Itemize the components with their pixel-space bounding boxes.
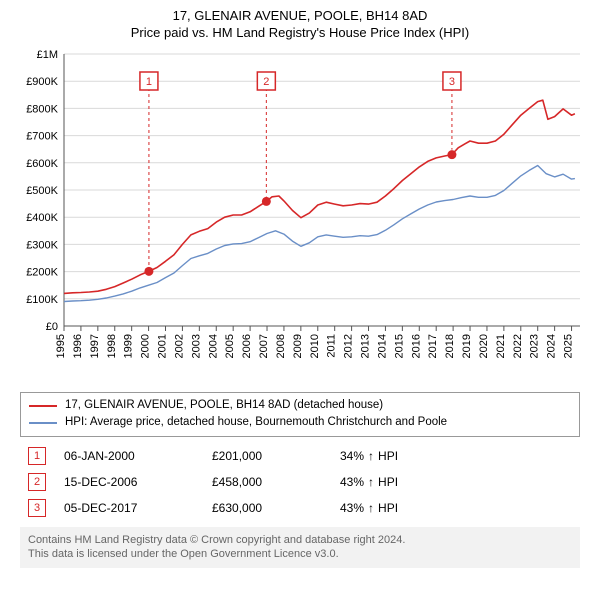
- svg-text:2004: 2004: [207, 334, 219, 358]
- arrow-up-icon: ↑: [368, 449, 374, 463]
- svg-text:1995: 1995: [55, 334, 67, 358]
- price-chart: £0 £100K £200K £300K £400K £500K £600K £700K £80…: [10, 46, 590, 386]
- svg-text:2007: 2007: [258, 334, 270, 358]
- chart-title-block: 17, GLENAIR AVENUE, POOLE, BH14 8AD Pric…: [10, 8, 590, 40]
- svg-text:2005: 2005: [224, 334, 236, 358]
- transaction-delta: 34% ↑ HPI: [340, 449, 398, 463]
- svg-text:1998: 1998: [106, 334, 118, 358]
- legend-item-hpi: HPI: Average price, detached house, Bour…: [29, 414, 571, 431]
- svg-text:2019: 2019: [461, 334, 473, 358]
- svg-text:2017: 2017: [427, 334, 439, 358]
- transaction-price: £630,000: [212, 501, 322, 515]
- transaction-row: 1 06-JAN-2000 £201,000 34% ↑ HPI: [20, 443, 580, 469]
- svg-text:2011: 2011: [326, 334, 338, 358]
- svg-text:2: 2: [263, 76, 269, 88]
- transaction-price: £458,000: [212, 475, 322, 489]
- svg-text:2010: 2010: [309, 334, 321, 358]
- title-address: 17, GLENAIR AVENUE, POOLE, BH14 8AD: [10, 8, 590, 23]
- attribution-line: This data is licensed under the Open Gov…: [28, 547, 572, 562]
- svg-text:1996: 1996: [72, 334, 84, 358]
- svg-text:2001: 2001: [157, 334, 169, 358]
- transaction-row: 2 15-DEC-2006 £458,000 43% ↑ HPI: [20, 469, 580, 495]
- svg-text:2002: 2002: [173, 334, 185, 358]
- transaction-date: 15-DEC-2006: [64, 475, 194, 489]
- svg-text:1: 1: [146, 76, 152, 88]
- legend-label: 17, GLENAIR AVENUE, POOLE, BH14 8AD (det…: [65, 397, 383, 414]
- svg-text:2013: 2013: [360, 334, 372, 358]
- transaction-date: 06-JAN-2000: [64, 449, 194, 463]
- arrow-up-icon: ↑: [368, 475, 374, 489]
- svg-text:2012: 2012: [343, 334, 355, 358]
- svg-text:£1M: £1M: [37, 49, 58, 61]
- svg-text:3: 3: [449, 76, 455, 88]
- svg-text:2024: 2024: [546, 334, 558, 358]
- attribution-footer: Contains HM Land Registry data © Crown c…: [20, 527, 580, 569]
- attribution-line: Contains HM Land Registry data © Crown c…: [28, 533, 572, 548]
- svg-text:2018: 2018: [444, 334, 456, 358]
- transaction-marker: 1: [28, 447, 46, 465]
- legend-label: HPI: Average price, detached house, Bour…: [65, 414, 447, 431]
- legend-item-property: 17, GLENAIR AVENUE, POOLE, BH14 8AD (det…: [29, 397, 571, 414]
- svg-text:2015: 2015: [393, 334, 405, 358]
- transaction-delta: 43% ↑ HPI: [340, 475, 398, 489]
- transactions-table: 1 06-JAN-2000 £201,000 34% ↑ HPI 2 15-DE…: [20, 443, 580, 521]
- title-subtitle: Price paid vs. HM Land Registry's House …: [10, 25, 590, 40]
- svg-text:2006: 2006: [241, 334, 253, 358]
- svg-text:£800K: £800K: [26, 103, 58, 115]
- svg-text:2008: 2008: [275, 334, 287, 358]
- transaction-date: 05-DEC-2017: [64, 501, 194, 515]
- svg-text:2025: 2025: [563, 334, 575, 358]
- chart-legend: 17, GLENAIR AVENUE, POOLE, BH14 8AD (det…: [20, 392, 580, 437]
- svg-text:£700K: £700K: [26, 131, 58, 143]
- svg-text:£400K: £400K: [26, 212, 58, 224]
- transaction-delta: 43% ↑ HPI: [340, 501, 398, 515]
- transaction-price: £201,000: [212, 449, 322, 463]
- transaction-marker: 3: [28, 499, 46, 517]
- arrow-up-icon: ↑: [368, 501, 374, 515]
- svg-text:2020: 2020: [478, 334, 490, 358]
- svg-text:£100K: £100K: [26, 294, 58, 306]
- svg-text:£200K: £200K: [26, 267, 58, 279]
- svg-text:2009: 2009: [292, 334, 304, 358]
- svg-text:£300K: £300K: [26, 239, 58, 251]
- svg-text:2016: 2016: [410, 334, 422, 358]
- svg-text:2023: 2023: [529, 334, 541, 358]
- transaction-row: 3 05-DEC-2017 £630,000 43% ↑ HPI: [20, 495, 580, 521]
- svg-text:£900K: £900K: [26, 76, 58, 88]
- legend-swatch: [29, 405, 57, 407]
- svg-text:£600K: £600K: [26, 158, 58, 170]
- svg-text:2003: 2003: [190, 334, 202, 358]
- svg-text:2014: 2014: [376, 334, 388, 358]
- svg-text:2021: 2021: [495, 334, 507, 358]
- svg-text:1999: 1999: [123, 334, 135, 358]
- transaction-marker: 2: [28, 473, 46, 491]
- legend-swatch: [29, 422, 57, 424]
- svg-text:2022: 2022: [512, 334, 524, 358]
- svg-text:£0: £0: [46, 321, 58, 333]
- svg-text:£500K: £500K: [26, 185, 58, 197]
- svg-text:2000: 2000: [140, 334, 152, 358]
- svg-text:1997: 1997: [89, 334, 101, 358]
